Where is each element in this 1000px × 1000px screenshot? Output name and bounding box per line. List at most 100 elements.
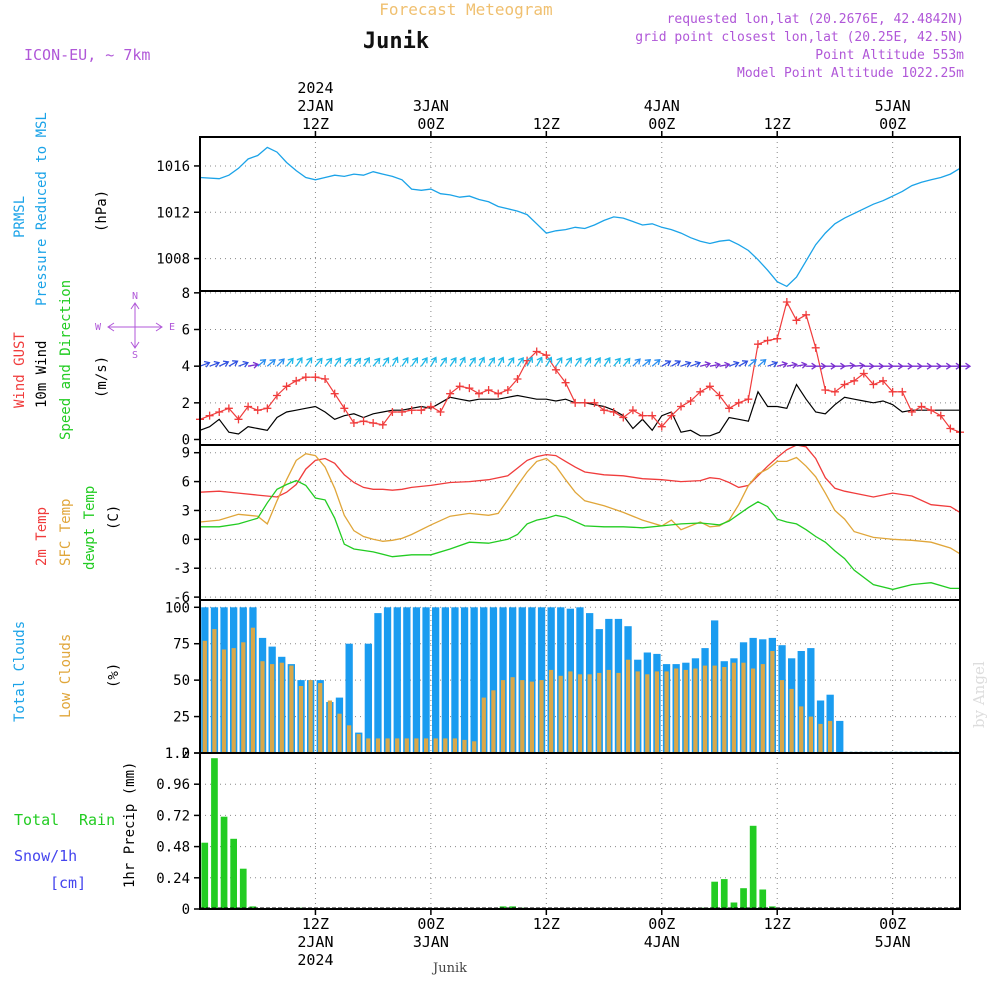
- low-cloud-bar: [433, 738, 438, 753]
- wind-direction-arrow: [873, 362, 885, 370]
- gust-marker: [244, 402, 253, 411]
- y-tick-label: 0.48: [156, 840, 190, 856]
- gust-marker: [340, 404, 349, 413]
- gust-marker: [725, 404, 734, 413]
- gust-marker: [378, 420, 387, 429]
- panel-frames: [194, 131, 961, 915]
- x-tick-label-top: 3JAN: [413, 97, 449, 115]
- wind-direction-arrow: [767, 360, 779, 368]
- low-cloud-bar: [241, 642, 246, 753]
- low-cloud-bar: [260, 661, 265, 753]
- clouds-label-total: Total Clouds: [12, 621, 28, 722]
- wind-direction-arrow: [353, 357, 362, 367]
- x-tick-label-top: 00Z: [879, 115, 906, 133]
- wind-panel-labels: Wind GUST 10m Wind Speed and Direction (…: [12, 280, 175, 440]
- low-cloud-bar: [664, 671, 669, 753]
- wind-direction-arrow: [854, 362, 866, 370]
- wind-direction-arrow: [680, 360, 692, 368]
- wind-direction-arrow: [584, 357, 592, 367]
- gust-marker: [888, 387, 897, 396]
- wind-direction-arrow: [468, 357, 476, 367]
- low-cloud-bar: [347, 725, 352, 753]
- gust-marker: [272, 391, 281, 400]
- low-cloud-bar: [635, 671, 640, 753]
- clouds-unit: (%): [106, 663, 122, 688]
- gust-marker: [936, 411, 945, 420]
- wind-direction-arrow: [257, 358, 267, 367]
- x-tick-label-bottom: 5JAN: [875, 933, 911, 951]
- total-cloud-bar: [364, 643, 372, 753]
- x-tick-label-top: 2024: [297, 79, 333, 97]
- low-cloud-bar: [481, 697, 486, 753]
- gust-marker: [753, 340, 762, 349]
- total-cloud-bar: [797, 651, 805, 753]
- low-cloud-bar: [279, 662, 284, 753]
- gust-marker: [773, 334, 782, 343]
- gust-marker: [465, 384, 474, 393]
- low-cloud-bar: [510, 677, 515, 753]
- x-tick-label-top: 00Z: [417, 115, 444, 133]
- wind-direction-arrow: [209, 360, 221, 368]
- gust-marker: [301, 373, 310, 382]
- low-cloud-bar: [587, 674, 592, 753]
- temp-label-dewpt: dewpt Temp: [82, 486, 98, 570]
- total-cloud-bar: [412, 607, 421, 753]
- low-cloud-bar: [385, 738, 390, 753]
- wind-direction-arrow: [343, 357, 352, 367]
- low-cloud-bar: [760, 664, 765, 753]
- wind-label-speed: Speed and Direction: [58, 280, 74, 440]
- low-cloud-bar: [549, 669, 554, 753]
- gust-marker: [292, 376, 301, 385]
- rain-bar: [249, 906, 257, 909]
- wind-direction-arrow: [883, 362, 895, 370]
- pressure-label-1: PRMSL: [12, 196, 28, 238]
- low-cloud-bar: [395, 738, 400, 753]
- model-altitude: Model Point Altitude 1022.25m: [737, 66, 964, 81]
- chart-title: Forecast Meteogram: [379, 0, 552, 19]
- wind-direction-arrow: [430, 356, 437, 367]
- wind-direction-arrow: [700, 361, 712, 369]
- precip-label-cm: [cm]: [50, 874, 86, 892]
- pressure-label-2: Pressure Reduced to MSL: [34, 112, 50, 306]
- gust-marker: [657, 422, 666, 431]
- gust-marker: [763, 336, 772, 345]
- wind-direction-arrow: [372, 357, 381, 367]
- low-cloud-bar: [500, 680, 506, 753]
- rain-bar: [711, 881, 718, 909]
- panel-frame: [199, 290, 961, 446]
- rain-bar: [201, 842, 209, 909]
- y-tick-label: 9: [182, 446, 190, 462]
- x-tick-label-bottom: 2JAN: [297, 933, 333, 951]
- wind-direction-arrow: [786, 361, 798, 369]
- low-cloud-bar: [327, 700, 332, 753]
- gust-marker: [484, 386, 493, 394]
- y-tick-label: 0.72: [156, 808, 190, 824]
- grid-layer: [200, 137, 960, 910]
- wind-direction-arrow: [747, 358, 757, 367]
- gust-marker: [369, 419, 378, 427]
- low-cloud-bar: [568, 671, 573, 753]
- gust-marker: [561, 378, 570, 387]
- low-cloud-bar: [808, 716, 813, 753]
- rain-bar: [759, 889, 767, 909]
- y-tick-label: 0: [182, 433, 190, 449]
- wind-direction-arrow: [247, 361, 260, 369]
- total-cloud-bar: [432, 607, 440, 753]
- low-cloud-bar: [202, 640, 207, 753]
- panel-frame: [199, 136, 961, 292]
- gust-marker: [715, 391, 724, 400]
- wind-direction-arrow: [314, 357, 323, 367]
- x-tick-label-top: 12Z: [764, 115, 791, 133]
- panel-frame: [199, 752, 961, 910]
- wind-direction-arrow: [632, 358, 641, 367]
- wind-direction-arrow: [555, 357, 563, 367]
- x-tick-label-top: 4JAN: [644, 97, 680, 115]
- low-cloud-bar: [606, 669, 611, 753]
- wind-direction-arrow: [439, 357, 447, 367]
- gust-marker: [321, 375, 330, 383]
- x-tick-label-top: 12Z: [302, 115, 329, 133]
- y-tick-label: 0.24: [156, 871, 190, 887]
- gust-marker: [388, 408, 397, 416]
- requested-coords: requested lon,lat (20.2676E, 42.4842N): [667, 12, 964, 27]
